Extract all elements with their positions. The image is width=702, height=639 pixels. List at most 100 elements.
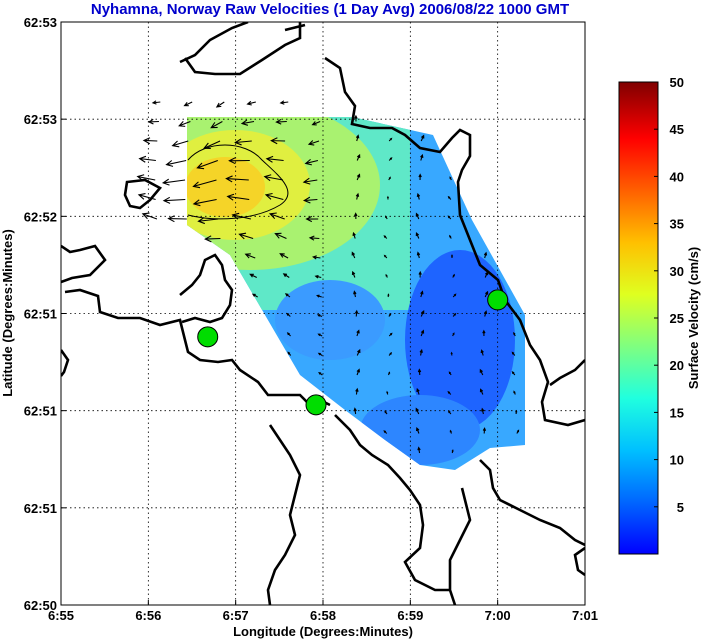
colorbar (618, 81, 659, 555)
velocity-arrow (420, 153, 424, 161)
velocity-arrow (274, 232, 287, 240)
velocity-arrow (387, 293, 390, 298)
velocity-arrow (383, 254, 388, 259)
colorbar-tick-label: 25 (670, 311, 684, 326)
x-tick-label: 6:58 (310, 608, 336, 623)
velocity-arrow (183, 101, 193, 107)
velocity-arrow (420, 290, 424, 298)
velocity-arrow (353, 407, 357, 415)
velocity-arrow (264, 192, 284, 201)
velocity-arrow (511, 371, 516, 376)
velocity-arrow (450, 351, 453, 356)
x-tick-label: 7:01 (572, 608, 598, 623)
velocity-arrow (383, 430, 388, 434)
velocity-arrow (415, 231, 420, 239)
velocity-arrow (265, 155, 284, 163)
velocity-arrow (483, 310, 488, 317)
velocity-arrow (354, 212, 358, 220)
velocity-arrow (481, 407, 485, 415)
velocity-arrow (447, 390, 452, 395)
colorbar-tick-label: 30 (670, 264, 684, 279)
velocity-arrow (234, 138, 252, 146)
velocity-arrow (356, 329, 360, 337)
velocity-arrow (450, 254, 454, 258)
velocity-arrow (386, 195, 389, 200)
velocity-arrow (388, 312, 392, 317)
colorbar-tick-label: 35 (670, 217, 684, 232)
velocity-arrow (215, 101, 225, 108)
velocity-arrow (420, 329, 425, 337)
x-axis-label: Longitude (Degrees:Minutes) (233, 624, 413, 639)
velocity-arrow (161, 178, 186, 186)
velocity-arrow (302, 177, 318, 185)
y-axis-ticks: 62:50 62:51 62:51 62:51 62:52 62:53 62:53 (24, 15, 66, 613)
velocity-arrow (203, 140, 221, 150)
velocity-arrow (275, 118, 287, 125)
velocity-arrow (249, 273, 257, 278)
velocity-arrow (388, 332, 393, 337)
velocity-arrow (480, 349, 484, 356)
velocity-arrow (416, 387, 420, 395)
velocity-arrow (452, 293, 457, 298)
velocity-arrow (317, 352, 323, 356)
velocity-arrow (284, 293, 291, 298)
y-axis-label: Latitude (Degrees:Minutes) (0, 229, 15, 397)
velocity-arrow (386, 390, 389, 395)
velocity-arrow (307, 140, 320, 146)
velocity-arrow (511, 351, 516, 356)
velocity-arrow (452, 332, 455, 337)
velocity-arrow (251, 293, 258, 298)
velocity-arrow (192, 198, 217, 207)
velocity-arrow (483, 251, 488, 259)
velocity-arrow (304, 158, 319, 166)
x-tick-label: 6:57 (223, 608, 249, 623)
velocity-arrow (314, 275, 322, 279)
x-axis-ticks: 6:55 6:56 6:57 6:58 6:59 7:00 7:01 (48, 600, 598, 623)
velocity-arrow (384, 410, 388, 415)
velocity-arrow (356, 173, 361, 181)
velocity-arrow (244, 253, 256, 259)
colorbar-tick-label: 50 (670, 75, 684, 90)
velocity-arrow (447, 195, 452, 200)
colorbar-tick-label: 40 (670, 169, 684, 184)
velocity-arrow (279, 253, 289, 259)
velocity-arrow (138, 155, 156, 163)
velocity-arrow (147, 118, 159, 125)
velocity-arrow (356, 348, 361, 356)
velocity-arrow (416, 251, 421, 259)
velocity-arrow (196, 159, 218, 170)
velocity-arrow (387, 371, 391, 376)
velocity-arrow (416, 192, 421, 200)
velocity-arrow (356, 368, 360, 376)
velocity-arrow (316, 294, 322, 298)
velocity-arrow (192, 179, 217, 189)
velocity-arrow (165, 159, 187, 167)
velocity-arrow (225, 175, 249, 183)
velocity-arrow (151, 100, 161, 105)
velocity-arrow (316, 314, 323, 318)
velocity-arrow (305, 215, 319, 223)
velocity-arrow (513, 331, 516, 337)
velocity-arrow (282, 273, 290, 278)
velocity-arrow (142, 137, 158, 145)
velocity-arrow (419, 348, 423, 356)
velocity-arrow (287, 351, 292, 356)
coastline (61, 22, 585, 605)
velocity-arrow (449, 429, 452, 434)
velocity-arrow (355, 134, 360, 142)
x-tick-label: 6:59 (397, 608, 423, 623)
velocity-arrow (354, 114, 358, 122)
velocity-arrow (415, 407, 420, 415)
velocity-arrow (246, 100, 256, 106)
y-tick-label: 62:50 (24, 598, 57, 613)
velocity-arrow (449, 176, 452, 181)
y-tick-label: 62:51 (24, 307, 57, 322)
velocity-arrow (312, 255, 321, 260)
velocity-arrow (416, 426, 420, 434)
velocity-arrow (388, 157, 393, 161)
velocity-arrow (302, 196, 318, 204)
colorbar-tick-label: 10 (670, 453, 684, 468)
velocity-arrow (204, 235, 221, 243)
velocity-arrow (513, 390, 516, 395)
